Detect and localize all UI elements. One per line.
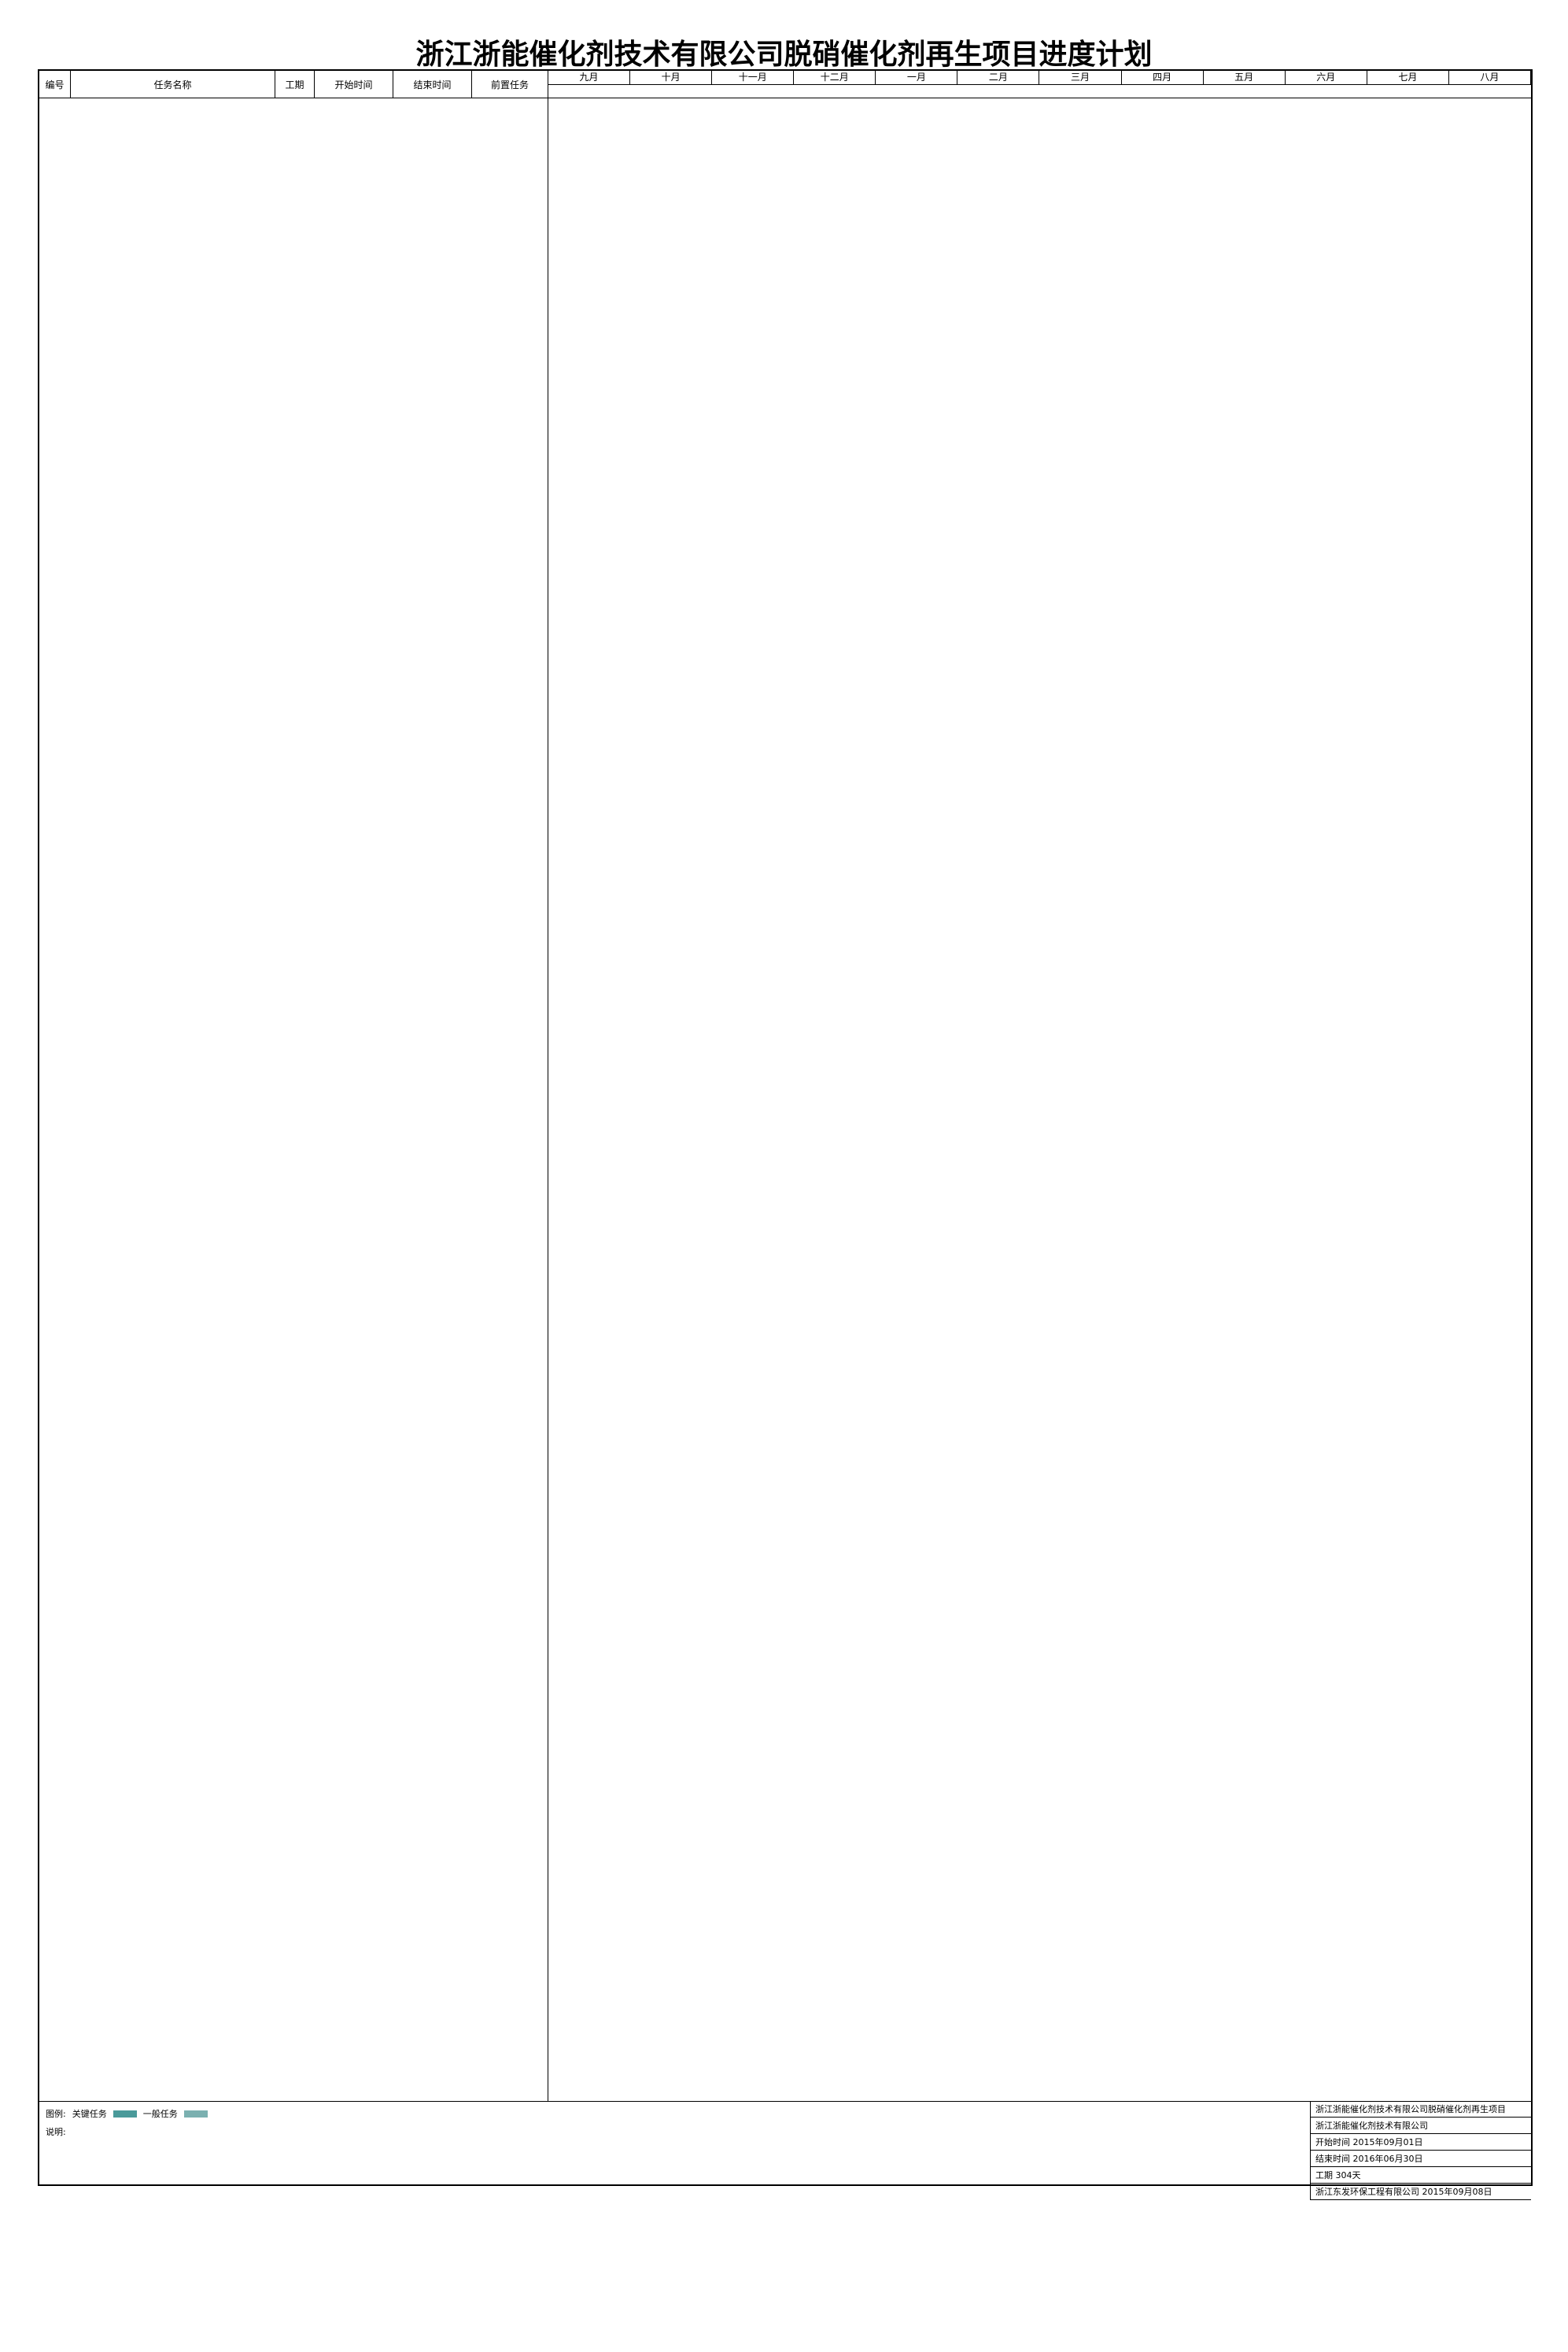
month-label: 五月 xyxy=(1203,71,1286,85)
col-id: 编号 xyxy=(39,71,71,98)
gantt-body xyxy=(39,98,1531,2102)
critical-swatch xyxy=(113,2110,137,2118)
month-label: 三月 xyxy=(1039,71,1122,85)
month-label: 十二月 xyxy=(794,71,876,85)
month-label: 八月 xyxy=(1448,71,1531,85)
info-block: 浙江浙能催化剂技术有限公司脱硝催化剂再生项目 浙江浙能催化剂技术有限公司 开始时… xyxy=(1310,2101,1531,2200)
month-label: 二月 xyxy=(957,71,1040,85)
table-header: 编号 任务名称 工期 开始时间 结束时间 前置任务 xyxy=(39,71,548,98)
gantt-frame: 编号 任务名称 工期 开始时间 结束时间 前置任务 九月 十月 十一月 十二月 … xyxy=(38,69,1533,2200)
start-date: 2015年09月01日 xyxy=(1352,2137,1423,2147)
footer-company: 浙江东发环保工程有限公司 xyxy=(1315,2187,1419,2197)
timeline-months: 九月 十月 十一月 十二月 一月 二月 三月 四月 五月 六月 七月 八月 xyxy=(548,71,1531,98)
company-line2: 浙江浙能催化剂技术有限公司 xyxy=(1311,2118,1531,2134)
normal-swatch xyxy=(183,2110,208,2118)
col-duration: 工期 xyxy=(275,71,315,98)
legend: 图例: 关键任务 一般任务 xyxy=(46,2107,208,2120)
month-label: 六月 xyxy=(1285,71,1367,85)
end-date: 2016年06月30日 xyxy=(1352,2154,1423,2164)
note-line: 说明: xyxy=(46,2127,66,2137)
end-row: 结束时间 2016年06月30日 xyxy=(1311,2151,1531,2167)
footer-row: 浙江东发环保工程有限公司 2015年09月08日 xyxy=(1311,2184,1531,2200)
col-end: 结束时间 xyxy=(393,71,472,98)
footer: 图例: 关键任务 一般任务 说明: 浙江浙能催化剂技术有限公司脱硝催化剂再生项目… xyxy=(39,2101,1531,2200)
page-title: 浙江浙能催化剂技术有限公司脱硝催化剂再生项目进度计划 xyxy=(415,38,1153,71)
duration-value: 304天 xyxy=(1335,2170,1361,2180)
duration-row: 工期 304天 xyxy=(1311,2167,1531,2184)
duration-label: 工期 xyxy=(1315,2170,1333,2180)
col-start: 开始时间 xyxy=(315,71,393,98)
start-label: 开始时间 xyxy=(1315,2137,1350,2147)
month-label: 十一月 xyxy=(712,71,795,85)
legend-normal-text: 一般任务 xyxy=(142,2109,178,2119)
month-label: 七月 xyxy=(1367,71,1449,85)
start-row: 开始时间 2015年09月01日 xyxy=(1311,2134,1531,2151)
col-pred: 前置任务 xyxy=(490,79,529,90)
end-label: 结束时间 xyxy=(1315,2154,1350,2164)
month-label: 一月 xyxy=(876,71,958,85)
month-label: 十月 xyxy=(630,71,713,85)
col-name: 任务名称 xyxy=(71,71,275,98)
legend-label: 图例: xyxy=(46,2109,66,2119)
legend-critical-text: 关键任务 xyxy=(72,2109,107,2119)
month-label: 四月 xyxy=(1121,71,1204,85)
company-line1: 浙江浙能催化剂技术有限公司脱硝催化剂再生项目 xyxy=(1311,2101,1531,2118)
footer-date: 2015年09月08日 xyxy=(1422,2187,1492,2197)
notes: 说明: xyxy=(46,2126,66,2139)
month-label: 九月 xyxy=(548,71,631,85)
